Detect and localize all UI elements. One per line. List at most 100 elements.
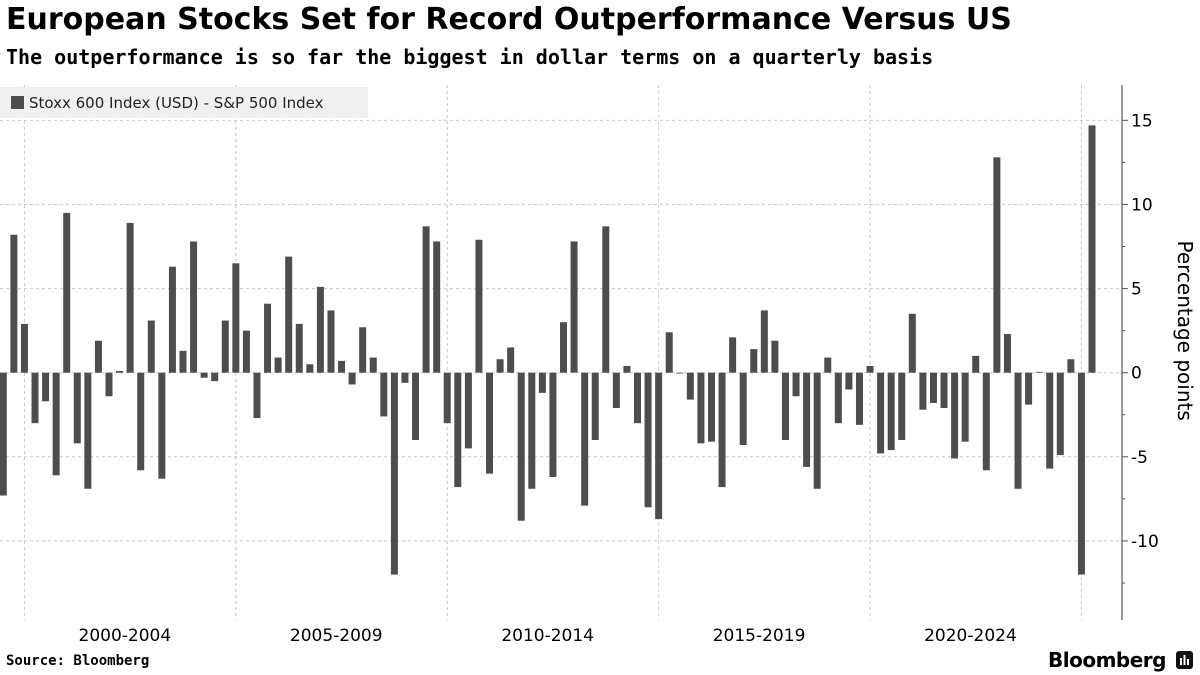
x-tick-label: 2005-2009: [290, 626, 383, 646]
bar: [84, 372, 92, 489]
bar: [718, 372, 726, 488]
bar: [644, 372, 652, 508]
bar: [549, 372, 557, 477]
bar: [560, 322, 568, 373]
bar: [274, 357, 282, 373]
bar: [1088, 125, 1096, 373]
bar: [919, 372, 927, 410]
y-tick-label: 10: [1131, 195, 1153, 215]
bar: [42, 372, 50, 402]
bar: [634, 372, 641, 424]
bar: [781, 372, 789, 440]
bar: [94, 340, 102, 373]
bar: [538, 372, 546, 393]
bar: [63, 212, 71, 373]
bar: [475, 239, 483, 373]
bar: [369, 357, 377, 373]
bar: [158, 372, 166, 479]
bar: [338, 360, 346, 373]
bar: [327, 310, 335, 373]
bar: [982, 372, 990, 471]
bar: [771, 340, 779, 373]
bar: [729, 337, 737, 373]
bar: [908, 313, 916, 373]
bar: [760, 310, 768, 373]
bar: [866, 365, 874, 373]
bar: [707, 372, 715, 442]
y-tick-label: -10: [1131, 532, 1159, 552]
bar: [31, 372, 39, 424]
y-axis-label: Percentage points: [1173, 240, 1197, 420]
bar: [433, 241, 441, 373]
chart-subtitle: The outperformance is so far the biggest…: [6, 45, 934, 69]
bar: [422, 226, 430, 373]
bar: [1003, 333, 1011, 373]
bar: [221, 320, 229, 373]
bar: [1077, 372, 1085, 575]
bar: [168, 266, 176, 373]
bar: [380, 372, 388, 417]
bar: [264, 303, 272, 373]
bar: [750, 349, 758, 373]
legend: Stoxx 600 Index (USD) - S&P 500 Index: [0, 87, 368, 118]
y-tick-label: 15: [1131, 111, 1153, 131]
bar: [813, 372, 821, 489]
x-tick-label: 2010-2014: [501, 626, 594, 646]
bar: [1046, 372, 1054, 469]
bar: [295, 323, 303, 373]
bar: [200, 372, 208, 378]
bar: [792, 372, 800, 397]
bar: [316, 286, 324, 373]
bar: [232, 263, 240, 373]
bar: [10, 234, 18, 373]
bar: [306, 364, 314, 373]
bar: [253, 372, 261, 419]
legend-label: Stoxx 600 Index (USD) - S&P 500 Index: [29, 93, 324, 112]
bar: [1035, 371, 1043, 373]
bar: [20, 323, 28, 373]
y-tick-label: -5: [1131, 448, 1148, 468]
bar: [507, 347, 515, 373]
bar: [951, 372, 959, 459]
bar: [486, 372, 494, 474]
y-tick-label: 0: [1131, 364, 1142, 384]
bar: [105, 372, 113, 397]
bar: [116, 371, 124, 373]
bar: [137, 372, 145, 471]
bar: [1056, 372, 1064, 456]
bar: [834, 372, 842, 424]
bar: [929, 372, 937, 403]
y-tick-label: 5: [1131, 280, 1142, 300]
bar: [898, 372, 906, 440]
bar: [602, 226, 610, 373]
bar: [443, 372, 451, 424]
bar: [961, 372, 969, 442]
bar: [359, 327, 367, 373]
bar: [496, 359, 504, 373]
bar: [242, 330, 250, 373]
bloomberg-chart-icon: [1176, 651, 1193, 669]
x-tick-label: 2000-2004: [79, 626, 172, 646]
bar: [211, 372, 219, 382]
bar: [855, 372, 863, 425]
bar: [0, 372, 7, 496]
bar: [126, 222, 134, 373]
x-tick-label: 2015-2019: [713, 626, 806, 646]
bar: [612, 372, 620, 409]
bar: [285, 256, 293, 373]
x-tick-label: 2020-2024: [924, 626, 1017, 646]
bar: [739, 372, 747, 446]
bar: [517, 372, 525, 521]
bar: [665, 332, 673, 373]
bar: [877, 372, 885, 454]
bar: [686, 372, 694, 400]
bar: [390, 372, 398, 575]
bloomberg-logo: Bloomberg: [1048, 648, 1166, 672]
bar: [528, 372, 536, 489]
bar: [845, 372, 853, 390]
bar: [623, 365, 631, 373]
chart-title: European Stocks Set for Record Outperfor…: [6, 2, 1012, 37]
bar: [464, 372, 472, 449]
bar: [147, 320, 155, 373]
